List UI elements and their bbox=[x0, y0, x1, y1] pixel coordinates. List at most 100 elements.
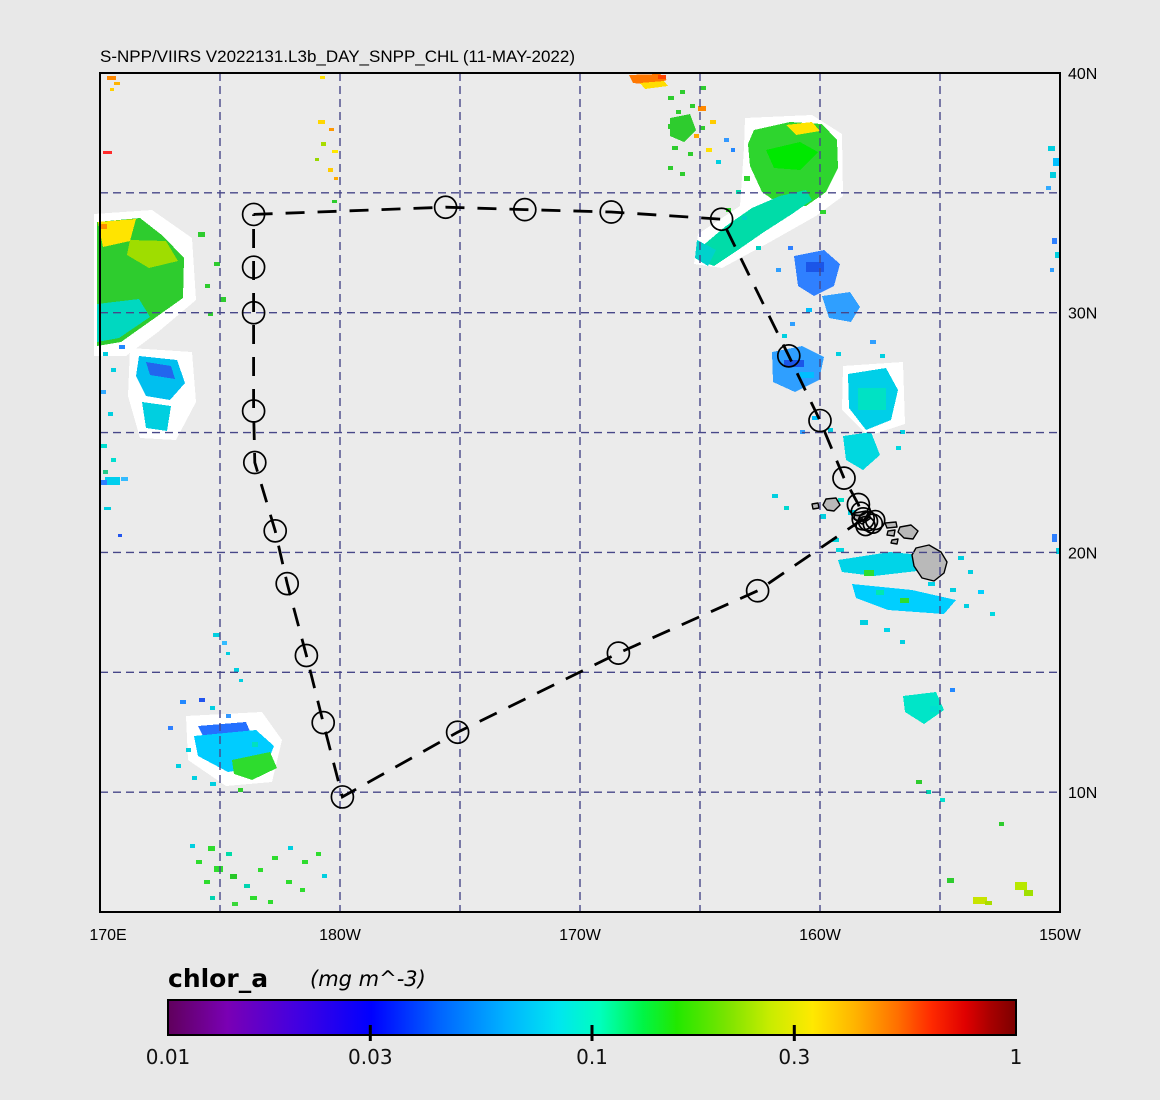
chl-speckle bbox=[332, 150, 338, 153]
cruise-track bbox=[241, 195, 886, 809]
chl-speckle bbox=[110, 88, 114, 91]
chl-speckle bbox=[700, 86, 706, 90]
chl-patch bbox=[640, 81, 668, 89]
track-path bbox=[252, 205, 865, 800]
lon-tick-label: 170E bbox=[89, 927, 126, 944]
chl-speckle bbox=[238, 788, 243, 792]
chl-speckle bbox=[806, 262, 824, 272]
chl-speckle bbox=[226, 714, 231, 718]
chl-speckle bbox=[196, 860, 202, 864]
chl-speckle bbox=[836, 548, 844, 552]
chl-patch bbox=[670, 114, 696, 142]
island-kahoolawe bbox=[890, 538, 899, 545]
chl-speckle bbox=[680, 90, 685, 94]
colorbar-title: chlor_a bbox=[168, 964, 268, 993]
track-waypoint-marker bbox=[311, 710, 336, 735]
colorbar-tick-labels: 0.01 0.03 0.1 0.3 1 bbox=[146, 1025, 1023, 1069]
track-waypoint-marker bbox=[241, 399, 266, 423]
chl-speckle bbox=[832, 538, 839, 542]
chl-speckle bbox=[736, 190, 741, 194]
chl-speckle bbox=[210, 782, 216, 786]
chl-speckle bbox=[860, 620, 868, 625]
chl-speckle bbox=[800, 372, 814, 378]
track-waypoint-marker bbox=[294, 643, 319, 668]
chl-speckle bbox=[205, 284, 210, 288]
chl-speckle bbox=[900, 640, 905, 644]
chl-speckle bbox=[208, 846, 215, 851]
chl-speckle bbox=[107, 76, 116, 80]
chl-speckle bbox=[973, 897, 987, 904]
track-waypoint-marker bbox=[433, 195, 458, 220]
chl-speckle bbox=[731, 148, 735, 152]
chl-speckle bbox=[103, 151, 112, 154]
track-waypoint-marker bbox=[599, 200, 624, 224]
chl-speckle bbox=[1048, 146, 1055, 151]
chl-speckle bbox=[214, 262, 220, 266]
colorbar-units: (mg m^-3) bbox=[310, 967, 426, 991]
track-waypoint-marker bbox=[846, 492, 871, 517]
chl-speckle bbox=[756, 246, 761, 250]
lat-tick-label: 30N bbox=[1068, 306, 1097, 323]
chl-speckle bbox=[286, 880, 292, 884]
chl-speckle bbox=[100, 390, 106, 394]
lat-tick-label: 20N bbox=[1068, 545, 1097, 562]
chl-speckle bbox=[300, 888, 305, 892]
chl-patch bbox=[700, 190, 812, 266]
colorbar-tick-label: 1 bbox=[1010, 1045, 1023, 1069]
chl-speckle bbox=[244, 884, 250, 888]
chl-speckle bbox=[315, 158, 319, 161]
chl-patch bbox=[843, 432, 880, 470]
chl-speckle bbox=[694, 134, 699, 138]
chl-speckle bbox=[672, 146, 678, 150]
chl-speckle bbox=[104, 507, 111, 510]
track-waypoint-marker bbox=[606, 641, 631, 665]
chl-speckle bbox=[858, 388, 886, 410]
chl-patch bbox=[903, 692, 944, 724]
chl-speckle bbox=[978, 590, 984, 594]
island-maui bbox=[897, 524, 919, 540]
track-waypoint-marker bbox=[808, 408, 832, 433]
track-waypoint-marker bbox=[242, 450, 267, 475]
colorbar-tick-label: 0.03 bbox=[348, 1045, 393, 1069]
chl-speckle bbox=[208, 312, 213, 316]
chl-patch bbox=[786, 122, 820, 135]
chl-speckle bbox=[784, 506, 789, 510]
chl-speckle bbox=[204, 880, 210, 884]
lon-tick-label: 160W bbox=[799, 927, 842, 944]
chl-speckle bbox=[226, 852, 232, 856]
chl-speckle bbox=[302, 860, 308, 864]
chl-speckle bbox=[1024, 890, 1033, 896]
chl-speckle bbox=[268, 900, 273, 904]
chl-speckle bbox=[316, 852, 321, 856]
chl-speckle bbox=[239, 679, 243, 682]
chl-speckle bbox=[1056, 548, 1060, 554]
station-cluster-marker bbox=[857, 510, 879, 532]
chl-speckle bbox=[828, 428, 833, 432]
chl-speckle bbox=[328, 168, 333, 172]
chl-speckle bbox=[288, 846, 293, 850]
chl-speckle bbox=[928, 582, 935, 586]
track-waypoint-marker bbox=[745, 578, 770, 603]
chl-speckle bbox=[176, 764, 181, 768]
chl-speckle bbox=[1046, 186, 1051, 190]
chl-speckle bbox=[724, 138, 729, 142]
chl-speckle bbox=[272, 856, 278, 860]
chl-speckle bbox=[111, 368, 116, 372]
chl-speckle bbox=[103, 470, 108, 474]
plot-title: S-NPP/VIIRS V2022131.L3b_DAY_SNPP_CHL (1… bbox=[100, 47, 575, 66]
chl-speckle bbox=[782, 334, 787, 338]
track-waypoint-marker bbox=[512, 197, 537, 222]
latitude-tick-labels: 40N 30N 20N 10N bbox=[1068, 66, 1097, 802]
chl-speckle bbox=[226, 652, 230, 655]
colorbar-tick-label: 0.1 bbox=[576, 1045, 608, 1069]
chl-speckle bbox=[772, 494, 778, 498]
chl-patch bbox=[794, 250, 840, 296]
chl-speckle bbox=[118, 534, 122, 537]
chl-speckle bbox=[192, 776, 197, 780]
chl-speckle bbox=[668, 96, 674, 100]
chl-speckle bbox=[950, 688, 955, 692]
chl-speckle bbox=[119, 345, 125, 349]
chl-speckle bbox=[320, 76, 325, 79]
